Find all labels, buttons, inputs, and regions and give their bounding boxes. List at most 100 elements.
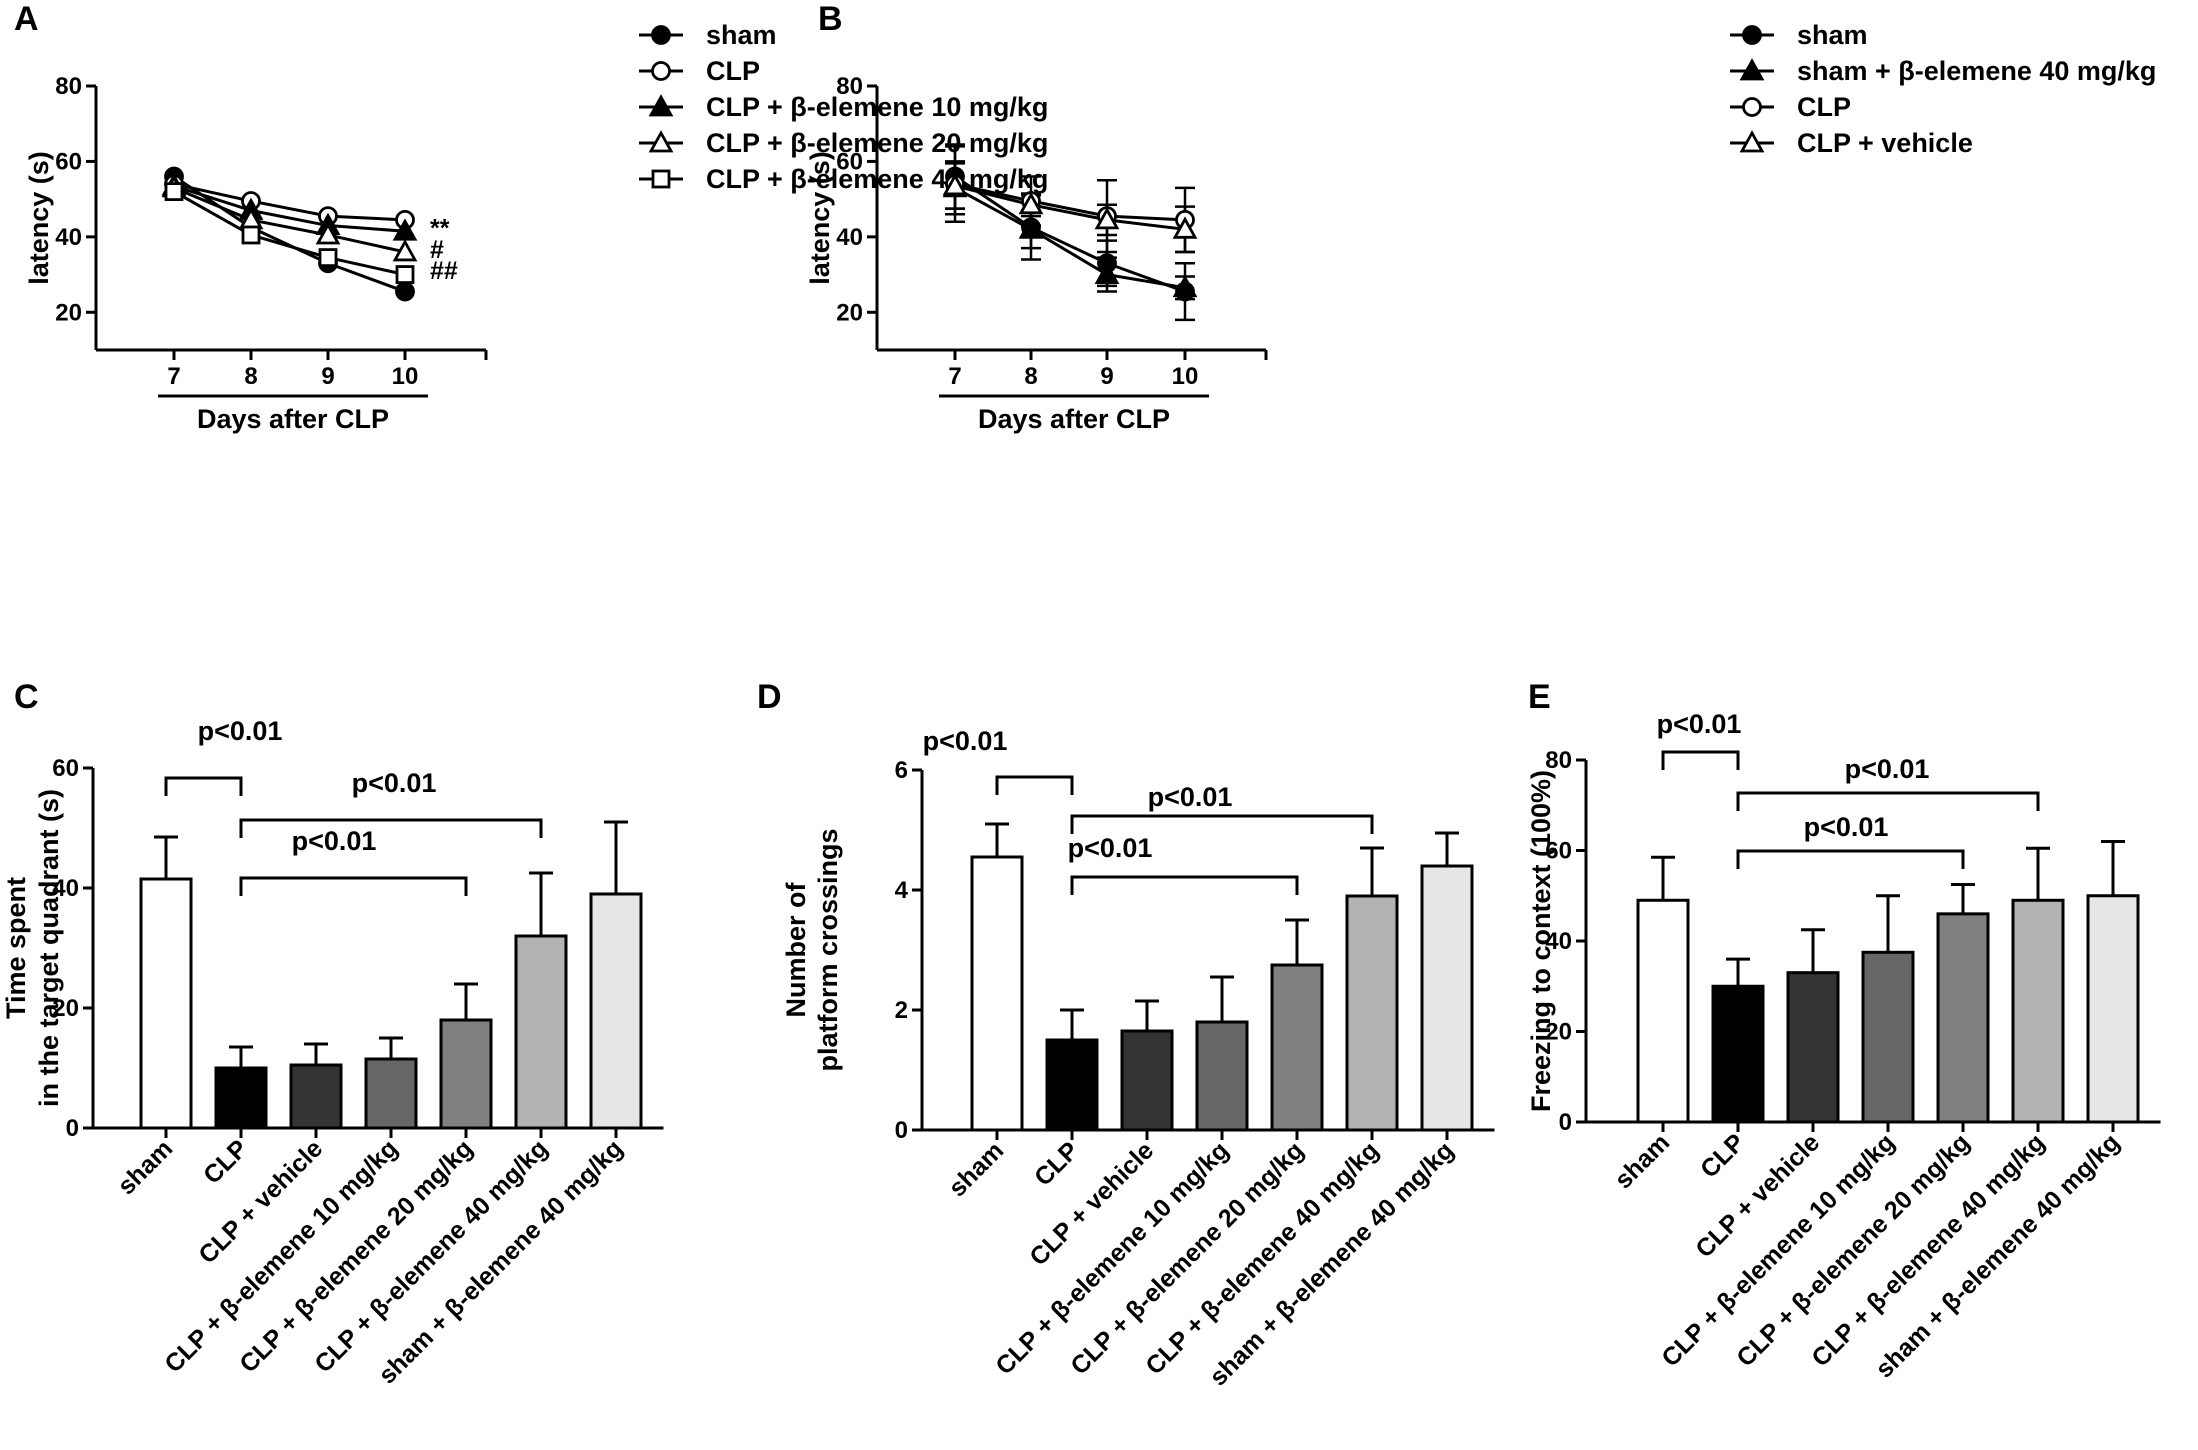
p-value-label: p<0.01 bbox=[292, 826, 377, 856]
panel-c: C 0 20 40 60 Time spent in the target quadrant… bbox=[1, 678, 664, 1390]
legend-entry: CLP + vehicle bbox=[1797, 128, 1973, 158]
y-tick-label: 6 bbox=[895, 757, 908, 784]
bar bbox=[139, 877, 193, 1130]
bar bbox=[364, 1057, 418, 1130]
bar bbox=[514, 934, 568, 1130]
comparison-bracket bbox=[164, 776, 243, 796]
y-tick-label: 80 bbox=[1545, 747, 1572, 774]
x-tick-label: 9 bbox=[321, 363, 334, 390]
bar bbox=[439, 1018, 493, 1130]
x-tick-label: 7 bbox=[948, 363, 961, 390]
comparison-bracket bbox=[995, 775, 1074, 795]
y-tick-label: 2 bbox=[895, 997, 908, 1024]
comparison-bracket bbox=[1736, 849, 1965, 869]
p-value-label: p<0.01 bbox=[352, 768, 437, 798]
bar bbox=[1636, 898, 1690, 1124]
data-point bbox=[164, 182, 184, 202]
data-point bbox=[942, 173, 968, 196]
panel-letter-e: E bbox=[1528, 678, 1551, 716]
p-value-label: p<0.01 bbox=[1804, 812, 1889, 842]
x-tick-label: CLP bbox=[198, 1134, 253, 1189]
legend-marker bbox=[651, 61, 671, 81]
comparison-bracket bbox=[1736, 791, 2040, 811]
panel-letter-b: B bbox=[818, 0, 843, 38]
x-tick-label: sham bbox=[1609, 1128, 1675, 1194]
y-tick-label: 20 bbox=[55, 299, 82, 326]
x-tick-label: 10 bbox=[392, 363, 419, 390]
data-point bbox=[392, 239, 418, 262]
p-value-label: p<0.01 bbox=[198, 716, 283, 746]
p-value-label: p<0.01 bbox=[1148, 782, 1233, 812]
data-point bbox=[1018, 191, 1044, 215]
y-tick-label: 60 bbox=[52, 755, 79, 782]
series-line bbox=[954, 182, 1186, 222]
y-tick-label: 40 bbox=[52, 875, 79, 902]
y-tick-label: 0 bbox=[66, 1115, 79, 1142]
series-line bbox=[173, 184, 406, 233]
y-axis-title: platform crossings bbox=[813, 828, 843, 1071]
x-tick-label: sham bbox=[943, 1136, 1009, 1202]
bar bbox=[1786, 971, 1840, 1124]
bar bbox=[2011, 898, 2065, 1124]
comparison-bracket bbox=[1070, 814, 1374, 834]
y-tick-label: 20 bbox=[836, 299, 863, 326]
y-tick-label: 80 bbox=[55, 73, 82, 100]
x-axis-title: Days after CLP bbox=[978, 404, 1170, 434]
y-tick-label: 60 bbox=[1545, 838, 1572, 865]
y-axis-title: in the target quadrant (s) bbox=[34, 789, 64, 1107]
legend-marker bbox=[1742, 97, 1762, 117]
x-tick-label: 8 bbox=[1024, 363, 1037, 390]
bar bbox=[289, 1063, 343, 1130]
data-point bbox=[1094, 207, 1120, 230]
comparison-bracket bbox=[239, 876, 468, 896]
significance-label: ## bbox=[430, 257, 458, 285]
bar bbox=[1345, 894, 1399, 1132]
legend-entry: sham bbox=[706, 20, 777, 50]
data-point bbox=[241, 225, 261, 245]
legend-entry: sham + β-elemene 40 mg/kg bbox=[1797, 56, 2156, 86]
bar bbox=[1711, 984, 1765, 1124]
legend-marker bbox=[648, 130, 674, 153]
x-tick-label: 10 bbox=[1172, 363, 1199, 390]
panel-letter-a: A bbox=[14, 0, 39, 38]
p-value-label: p<0.01 bbox=[1068, 833, 1153, 863]
legend-entry: CLP bbox=[1797, 92, 1851, 122]
y-tick-label: 80 bbox=[836, 73, 863, 100]
y-axis-title: Time spent bbox=[1, 877, 31, 1019]
bar bbox=[589, 892, 643, 1130]
y-tick-label: 0 bbox=[1559, 1109, 1572, 1136]
x-tick-label: 9 bbox=[1100, 363, 1113, 390]
x-tick-label: 7 bbox=[167, 363, 180, 390]
bar bbox=[1195, 1020, 1249, 1132]
y-tick-label: 20 bbox=[52, 995, 79, 1022]
p-value-label: p<0.01 bbox=[1845, 754, 1930, 784]
legend-marker bbox=[1742, 25, 1762, 45]
p-value-label: p<0.01 bbox=[1657, 709, 1742, 739]
data-point bbox=[1172, 216, 1198, 239]
y-axis-title: Number of bbox=[781, 881, 811, 1017]
series-line bbox=[954, 175, 1186, 293]
panel-letter-d: D bbox=[757, 678, 782, 716]
y-axis-title: Freezing to context (100%) bbox=[1526, 770, 1556, 1112]
legend-marker bbox=[1739, 58, 1765, 81]
x-tick-label: 8 bbox=[244, 363, 257, 390]
y-tick-label: 0 bbox=[895, 1117, 908, 1144]
y-tick-label: 40 bbox=[55, 224, 82, 251]
data-point bbox=[1018, 216, 1044, 239]
comparison-bracket bbox=[1070, 875, 1299, 895]
bar bbox=[1120, 1029, 1174, 1132]
bar bbox=[214, 1066, 268, 1130]
y-tick-label: 40 bbox=[1545, 928, 1572, 955]
bar bbox=[970, 855, 1024, 1132]
bar bbox=[1936, 912, 1990, 1124]
legend-entry: CLP bbox=[706, 56, 760, 86]
series-line bbox=[173, 190, 406, 277]
x-axis-title: Days after CLP bbox=[197, 404, 389, 434]
legend-marker bbox=[651, 25, 671, 45]
x-tick-label: CLP bbox=[1695, 1128, 1750, 1183]
series-line bbox=[954, 186, 1186, 290]
data-point bbox=[1094, 261, 1120, 284]
